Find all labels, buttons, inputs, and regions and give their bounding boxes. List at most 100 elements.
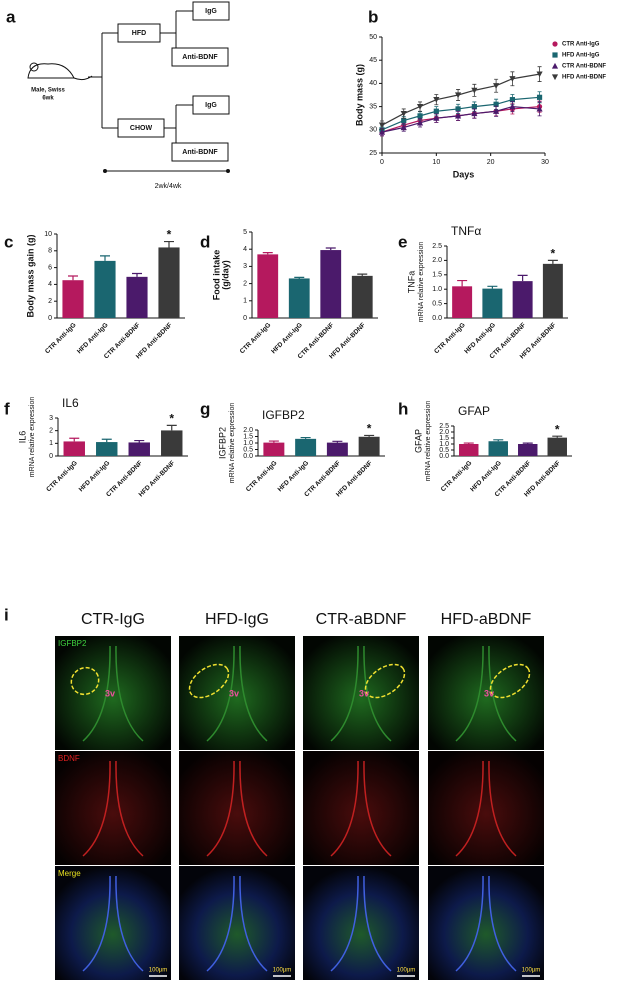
timeline-label: 2wk/4wk <box>155 183 182 190</box>
x-tick-label: HFD Anti-IgG <box>463 322 497 356</box>
panel-letter: c <box>4 232 13 251</box>
y-tick-label: 6 <box>48 264 52 271</box>
marker <box>471 110 478 117</box>
y-tick-label: 35 <box>369 103 377 110</box>
y-tick-label: 2.0 <box>243 427 253 434</box>
y-tick-label: 0 <box>243 315 247 322</box>
bar <box>126 276 148 318</box>
y-tick-label: 2 <box>48 298 52 305</box>
marker <box>536 105 543 112</box>
animal-text: 6wk <box>42 96 54 102</box>
row-label: BDNF <box>58 754 80 763</box>
x-tick-label: 10 <box>432 159 440 166</box>
bracket <box>164 104 193 153</box>
panel-a: a Male, Swiss 6wk HFD CHOW IgG Anti-BDNF… <box>6 1 230 190</box>
legend-label: CTR Anti-IgG <box>562 42 600 48</box>
region-outline <box>364 663 406 699</box>
region-label: 3v <box>484 688 494 698</box>
marker <box>455 106 461 112</box>
x-tick-label: CTR Anti-IgG <box>433 322 467 356</box>
treatment-box <box>192 95 230 115</box>
diet-label: CHOW <box>130 125 153 132</box>
y-tick-label: 1.5 <box>439 435 449 442</box>
chart-title: GFAP <box>458 404 490 418</box>
micrograph <box>55 866 171 980</box>
bar <box>96 442 118 456</box>
marker <box>378 129 386 135</box>
ventricle <box>330 760 392 857</box>
marker <box>509 97 515 103</box>
region-label: 3v <box>359 688 369 698</box>
column-header: HFD-aBDNF <box>441 611 532 628</box>
bar <box>542 263 563 318</box>
micrograph <box>428 866 544 980</box>
y-tick-label: 0.0 <box>243 453 253 460</box>
x-tick-label: HFD Anti-BDNF <box>138 460 177 499</box>
y-tick-label: 2.5 <box>432 243 442 250</box>
legend-label: CTR Anti-BDNF <box>562 64 606 70</box>
y-tick-label: 1.5 <box>243 433 253 440</box>
error-bar <box>487 285 498 289</box>
error-bar <box>547 259 558 264</box>
bar <box>326 442 348 456</box>
panel-letter: g <box>200 399 210 418</box>
y-tick-label: 40 <box>369 80 377 87</box>
row-label: IGFBP2 <box>58 639 87 648</box>
micrograph <box>179 636 295 750</box>
error-bar <box>132 272 142 277</box>
y-tick-label: 1.5 <box>432 272 442 279</box>
ventricle <box>330 875 392 972</box>
scale-bar-label: 100µm <box>149 968 167 974</box>
y-tick-label: 45 <box>369 57 377 64</box>
error-bar <box>332 440 343 443</box>
error-bar <box>300 436 311 439</box>
y-tick-label: 2.0 <box>432 257 442 264</box>
region-label: 3v <box>105 688 115 698</box>
y-axis-label: mRNA relative expression <box>29 397 36 478</box>
marker <box>493 108 500 114</box>
y-tick-label: 1 <box>243 298 247 305</box>
y-tick-label: 30 <box>369 127 377 134</box>
y-axis-label: (g/day) <box>220 260 230 290</box>
chart-title: IGFBP2 <box>262 408 305 422</box>
marker <box>454 112 462 119</box>
treatment-box <box>192 1 230 21</box>
ventricle <box>330 645 392 742</box>
y-tick-label: 2.5 <box>439 423 449 430</box>
y-axis-label: Body mass (g) <box>354 64 364 126</box>
region-outline <box>188 663 230 699</box>
bar <box>257 254 279 318</box>
micrograph <box>55 636 171 750</box>
error-bar <box>262 252 273 255</box>
x-tick-label: 0 <box>380 159 384 166</box>
marker <box>400 110 407 117</box>
marker <box>378 122 386 129</box>
bar <box>488 441 508 456</box>
ventricle <box>82 760 144 857</box>
panel-letter: f <box>4 399 10 418</box>
timeline-dot <box>103 169 107 173</box>
marker <box>433 97 440 103</box>
bracket <box>88 32 118 129</box>
y-tick-label: 1.0 <box>432 286 442 293</box>
scale-bar-label: 100µm <box>397 968 415 974</box>
error-bar <box>463 442 474 444</box>
error-bar <box>325 247 336 251</box>
x-tick-label: HFD Anti-IgG <box>277 460 311 494</box>
marker <box>433 108 439 114</box>
y-tick-label: 2 <box>49 428 53 435</box>
bar <box>288 278 310 318</box>
y-axis-label: Body mass gain (g) <box>25 234 35 317</box>
marker <box>401 117 407 124</box>
ventricle <box>206 645 268 742</box>
column-header: HFD-IgG <box>205 611 269 628</box>
y-tick-label: 2.0 <box>439 429 449 436</box>
y-tick-label: 0 <box>48 315 52 322</box>
scale-bar-label: 100µm <box>522 968 540 974</box>
y-axis-label: mRNA relative expression <box>229 403 236 484</box>
bar <box>358 436 380 456</box>
bar <box>62 280 84 318</box>
y-axis-label: IL6 <box>17 431 27 444</box>
error-bar <box>101 438 112 443</box>
chart-title: IL6 <box>62 396 79 410</box>
